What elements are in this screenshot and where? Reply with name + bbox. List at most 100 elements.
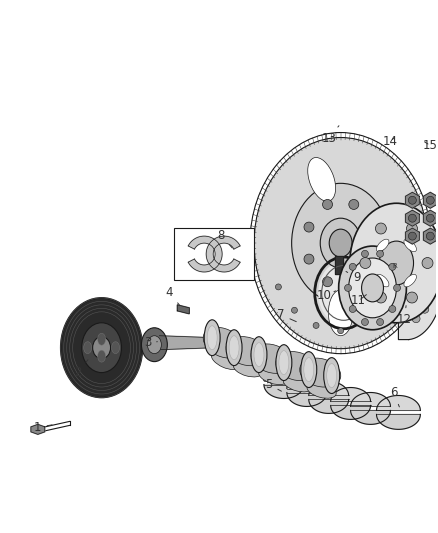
- Ellipse shape: [276, 345, 292, 381]
- Ellipse shape: [362, 274, 384, 302]
- Polygon shape: [188, 236, 222, 272]
- Circle shape: [389, 305, 396, 312]
- Ellipse shape: [233, 361, 262, 377]
- Polygon shape: [206, 236, 240, 272]
- Circle shape: [375, 292, 386, 303]
- Circle shape: [375, 223, 386, 234]
- Ellipse shape: [207, 326, 217, 350]
- Circle shape: [360, 257, 371, 269]
- Circle shape: [406, 292, 417, 303]
- Text: 11: 11: [351, 294, 366, 308]
- Polygon shape: [287, 375, 327, 389]
- Ellipse shape: [329, 229, 352, 257]
- Polygon shape: [406, 210, 419, 226]
- Circle shape: [426, 196, 434, 204]
- Circle shape: [408, 214, 417, 222]
- Ellipse shape: [226, 337, 267, 366]
- Polygon shape: [377, 415, 420, 430]
- Ellipse shape: [292, 183, 390, 303]
- Polygon shape: [264, 367, 304, 381]
- Ellipse shape: [304, 358, 314, 382]
- Ellipse shape: [279, 351, 289, 375]
- Ellipse shape: [404, 239, 417, 252]
- Text: 12: 12: [397, 305, 412, 326]
- Ellipse shape: [320, 218, 361, 268]
- Ellipse shape: [212, 352, 239, 369]
- Polygon shape: [31, 424, 45, 434]
- Circle shape: [367, 254, 377, 264]
- Ellipse shape: [259, 368, 287, 385]
- Circle shape: [345, 285, 352, 292]
- Polygon shape: [350, 392, 390, 407]
- Text: 15: 15: [423, 139, 438, 152]
- Circle shape: [361, 319, 368, 326]
- Ellipse shape: [376, 274, 389, 287]
- Circle shape: [377, 251, 384, 257]
- Circle shape: [313, 322, 319, 328]
- Text: 5: 5: [265, 378, 282, 391]
- Circle shape: [412, 233, 420, 241]
- Text: 3: 3: [144, 336, 157, 349]
- Circle shape: [421, 305, 429, 313]
- Ellipse shape: [254, 138, 427, 349]
- Ellipse shape: [379, 241, 413, 285]
- Circle shape: [421, 243, 429, 251]
- Circle shape: [304, 222, 314, 232]
- Polygon shape: [287, 392, 327, 407]
- Ellipse shape: [376, 239, 389, 252]
- Circle shape: [349, 305, 356, 312]
- Polygon shape: [331, 406, 371, 419]
- Circle shape: [322, 199, 332, 209]
- Ellipse shape: [98, 350, 106, 362]
- Polygon shape: [177, 305, 189, 314]
- Text: 7: 7: [277, 308, 296, 321]
- Ellipse shape: [283, 376, 312, 392]
- Ellipse shape: [92, 337, 110, 359]
- Circle shape: [384, 307, 390, 313]
- Polygon shape: [406, 228, 419, 244]
- Ellipse shape: [300, 358, 341, 387]
- Ellipse shape: [318, 261, 369, 325]
- Polygon shape: [399, 216, 438, 340]
- Circle shape: [422, 257, 433, 269]
- Ellipse shape: [226, 330, 242, 366]
- Polygon shape: [335, 256, 343, 274]
- Circle shape: [426, 232, 434, 240]
- Bar: [174, 228, 254, 280]
- Ellipse shape: [349, 258, 396, 318]
- Circle shape: [291, 307, 297, 313]
- Circle shape: [362, 322, 368, 328]
- Circle shape: [349, 199, 359, 209]
- Circle shape: [338, 328, 344, 334]
- Text: 2: 2: [74, 360, 88, 379]
- Circle shape: [429, 274, 437, 282]
- Polygon shape: [406, 192, 419, 208]
- Ellipse shape: [301, 352, 317, 387]
- Ellipse shape: [141, 328, 167, 361]
- Circle shape: [426, 214, 434, 222]
- Ellipse shape: [81, 323, 121, 373]
- Text: 4: 4: [166, 286, 179, 305]
- Circle shape: [349, 263, 356, 270]
- Circle shape: [427, 291, 434, 299]
- Text: 8: 8: [217, 229, 232, 248]
- Polygon shape: [309, 399, 349, 414]
- Polygon shape: [159, 336, 214, 350]
- Circle shape: [304, 254, 314, 264]
- Text: 6: 6: [390, 386, 399, 407]
- Polygon shape: [424, 228, 437, 244]
- Ellipse shape: [61, 298, 142, 398]
- Ellipse shape: [324, 358, 339, 393]
- Circle shape: [389, 263, 396, 270]
- Text: 14: 14: [383, 135, 398, 148]
- Circle shape: [367, 222, 377, 232]
- Ellipse shape: [98, 333, 106, 345]
- Polygon shape: [350, 410, 390, 424]
- Ellipse shape: [350, 203, 438, 323]
- Circle shape: [394, 285, 400, 292]
- Ellipse shape: [254, 343, 264, 367]
- Ellipse shape: [404, 274, 417, 287]
- Circle shape: [349, 277, 359, 287]
- Text: 9: 9: [346, 271, 360, 285]
- Circle shape: [408, 232, 417, 240]
